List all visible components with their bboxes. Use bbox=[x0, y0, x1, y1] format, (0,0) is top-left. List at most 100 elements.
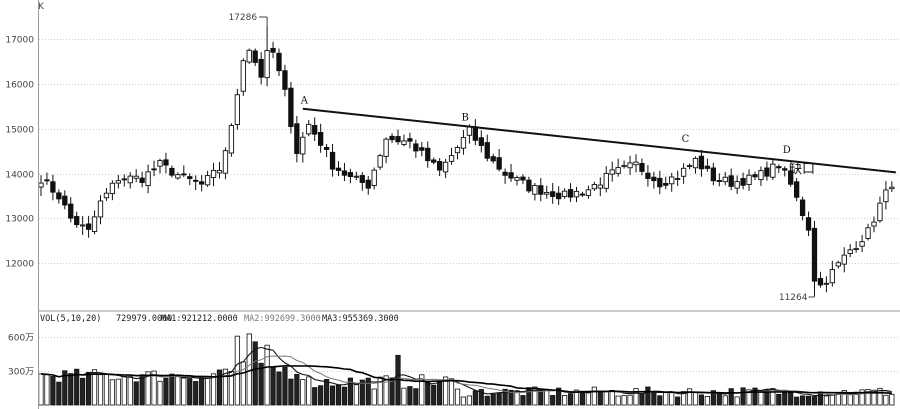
volume-bar bbox=[252, 341, 258, 406]
volume-bar bbox=[448, 378, 455, 406]
candle bbox=[103, 187, 110, 201]
volume-bar bbox=[163, 377, 169, 406]
candle bbox=[508, 164, 514, 182]
volume-bar bbox=[300, 379, 306, 406]
volume-bar bbox=[431, 384, 437, 406]
candle bbox=[788, 165, 794, 187]
volume-bar bbox=[157, 380, 163, 406]
candle bbox=[79, 216, 86, 235]
volume-bar bbox=[359, 379, 365, 406]
volume-bar bbox=[811, 396, 818, 406]
candle bbox=[621, 160, 627, 169]
candle bbox=[859, 235, 865, 253]
candle bbox=[276, 48, 282, 77]
candle bbox=[722, 171, 728, 186]
candle bbox=[579, 191, 586, 197]
candle bbox=[794, 178, 800, 202]
candle bbox=[853, 241, 859, 253]
volume-bar bbox=[264, 344, 270, 406]
candle bbox=[740, 172, 746, 190]
volume-bar bbox=[669, 391, 675, 406]
candle bbox=[556, 186, 562, 205]
candle bbox=[38, 175, 44, 196]
volume-bar bbox=[306, 376, 312, 406]
candle bbox=[454, 145, 461, 160]
candle bbox=[550, 182, 556, 204]
volume-bar bbox=[258, 362, 264, 406]
volume-bar bbox=[508, 389, 514, 406]
candle bbox=[341, 162, 348, 182]
candle bbox=[627, 155, 633, 175]
volume-bar bbox=[68, 373, 74, 406]
volume-bar bbox=[437, 381, 443, 406]
volume-bar bbox=[484, 395, 490, 406]
volume-bar bbox=[645, 386, 651, 406]
volume-bar bbox=[56, 381, 62, 406]
candle bbox=[181, 165, 187, 178]
volume-bar bbox=[639, 393, 645, 406]
volume-bar bbox=[556, 387, 562, 406]
volume-bar bbox=[716, 392, 722, 406]
volume-bar bbox=[62, 370, 68, 406]
candle bbox=[603, 166, 609, 193]
volume-bar bbox=[193, 381, 199, 406]
price-tick-label: 15000 bbox=[5, 126, 34, 136]
candle bbox=[692, 156, 699, 174]
volume-bar bbox=[877, 387, 883, 406]
volume-bar bbox=[282, 367, 288, 406]
volume-bar bbox=[859, 389, 865, 406]
candle bbox=[591, 181, 598, 191]
volume-bar bbox=[496, 392, 502, 406]
candle bbox=[312, 117, 318, 142]
candle bbox=[520, 174, 526, 185]
volume-axis-labels: 600万 300万 bbox=[8, 334, 34, 378]
price-axis-labels: 12000 13000 14000 15000 16000 17000 bbox=[5, 36, 34, 270]
volume-bar bbox=[318, 385, 324, 406]
volume-bar bbox=[710, 390, 716, 406]
volume-bars bbox=[38, 333, 895, 406]
volume-bar bbox=[544, 389, 550, 406]
volume-bar bbox=[175, 376, 181, 406]
volume-bar bbox=[776, 393, 782, 406]
candle bbox=[264, 26, 270, 87]
candle bbox=[472, 119, 478, 146]
volume-bar bbox=[74, 368, 80, 406]
volume-bar bbox=[800, 395, 806, 406]
volume-bar bbox=[353, 384, 359, 406]
volume-header-value: 729979.0000 bbox=[116, 314, 172, 324]
candle bbox=[270, 41, 276, 59]
volume-bar bbox=[579, 392, 586, 406]
volume-bar bbox=[627, 394, 633, 406]
candle bbox=[246, 48, 252, 64]
candle bbox=[359, 172, 365, 191]
volume-bar bbox=[335, 384, 342, 406]
candle bbox=[198, 175, 205, 192]
volume-bar bbox=[121, 375, 127, 406]
volume-bar bbox=[377, 376, 383, 406]
candle bbox=[169, 165, 175, 178]
candle bbox=[639, 158, 645, 176]
candle bbox=[44, 172, 50, 185]
candle bbox=[50, 174, 56, 201]
candle bbox=[817, 271, 824, 288]
candle bbox=[615, 158, 621, 177]
volume-bar bbox=[609, 389, 615, 406]
volume-tick-label: 300万 bbox=[8, 368, 34, 378]
candle bbox=[865, 223, 871, 241]
gap-label: 缺口 bbox=[789, 162, 815, 177]
high-price-label: 17286 bbox=[228, 13, 257, 23]
volume-bar bbox=[371, 388, 377, 406]
volume-bar bbox=[728, 388, 734, 406]
volume-header-ma3: MA3:955369.3000 bbox=[322, 314, 399, 324]
candle bbox=[151, 160, 157, 177]
volume-bar bbox=[692, 392, 699, 406]
candle bbox=[633, 154, 639, 173]
price-tick-label: 17000 bbox=[5, 36, 34, 46]
candle bbox=[68, 197, 74, 223]
volume-bar bbox=[603, 391, 609, 406]
candle bbox=[609, 161, 615, 182]
volume-bar bbox=[181, 377, 187, 406]
price-tick-label: 16000 bbox=[5, 81, 34, 91]
candle bbox=[133, 169, 139, 183]
